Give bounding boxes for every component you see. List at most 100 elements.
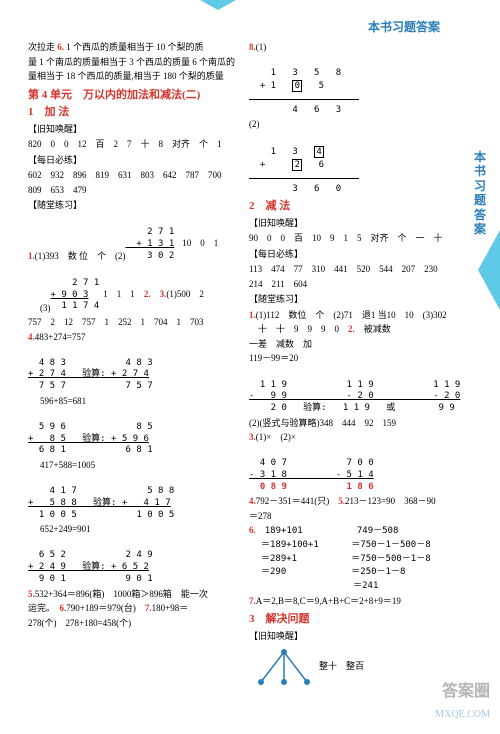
calc-row: + 5 8 8 验算: + 4 1 7 [28, 498, 171, 508]
section-label: 【旧知唤醒】 [249, 217, 303, 231]
left-column: 次拉走 6. 1 个西瓜的质量相当于 10 个梨的质 量 1 个南瓜的质量相当于… [28, 40, 241, 724]
section-label: 【随堂练习】 [249, 293, 303, 307]
top-triangle-decor [200, 0, 236, 10]
section-label: 【每日必练】 [28, 154, 82, 168]
calc-row: 4 0 7 7 0 0 [249, 458, 374, 468]
answer-num: 8. [249, 42, 256, 52]
text: 602 932 896 819 631 803 642 787 700 [28, 169, 241, 183]
text: (1) [256, 42, 267, 52]
calc-row: 1 3 5 8 [249, 68, 341, 78]
right-column: 8.(1) 1 3 5 8 + 1 0 5 4 6 3 (2) 1 3 4 + … [249, 40, 462, 724]
content-area: 次拉走 6. 1 个西瓜的质量相当于 10 个梨的质 量 1 个南瓜的质量相当于… [28, 40, 462, 724]
unit-title: 第 4 单元 万以内的加法和减法(二) [28, 87, 241, 104]
calc-row: 1 1 7 4 [51, 301, 100, 311]
text: (2) [249, 118, 462, 132]
calc-row: 1 0 0 5 1 0 0 5 [28, 510, 174, 520]
text: ＝241 [249, 581, 462, 593]
text: ＝289+1 ＝750－500－1－8 [249, 554, 462, 566]
watermark-sub: MXQE.COM [435, 707, 490, 722]
calc-row: + 2 7 4 验算: + 2 7 4 [28, 369, 149, 379]
text: (1)112 数位 个 (2)71 退1 当10 10 (3)302 [256, 310, 447, 320]
calc-row: 3 0 2 [126, 251, 175, 261]
text: 213－123=90 368－90 [345, 496, 436, 506]
calc-row: 7 5 7 7 5 7 [28, 381, 153, 391]
vertical-calc: 1 1 9 1 1 9 1 1 9 - 9 9 - 2 0 - 2 0 2 0 … [249, 368, 462, 415]
calc-row: 0 8 9 1 8 6 [249, 482, 374, 492]
text: 483+274=757 [35, 332, 86, 342]
text: 十 十 9 9 9 0 [249, 324, 339, 334]
text: 189+101 749－508 [256, 526, 399, 536]
text: (1)× (2)× [256, 432, 296, 442]
text: 790+189＝979(台) [66, 603, 136, 613]
text: 次拉走 [28, 42, 55, 52]
text: 量相当于 18 个西瓜的质量,相当于 180 个梨的质量 [28, 70, 241, 84]
answer-num: 3. [249, 432, 256, 442]
vertical-calc: 6 5 2 2 4 9 + 2 4 9 验算: + 6 5 2 9 0 1 9 … [28, 539, 241, 586]
answer-num: 1. [28, 251, 35, 261]
calc-row: 1 1 9 1 1 9 1 1 9 [249, 380, 460, 390]
topic-title: 2 减 法 [249, 198, 462, 215]
calc-row: + 2 4 9 验算: + 6 5 2 [28, 562, 149, 572]
answer-num: 5. [338, 496, 345, 506]
calc-row: 6 8 1 6 8 1 [28, 445, 153, 455]
text: 214 211 604 [249, 278, 462, 292]
text: 113 474 77 310 441 520 544 207 230 [249, 263, 462, 277]
vertical-calc: 2 7 1 + 9 0 3 1 1 7 4 [51, 266, 100, 313]
calc-row: + 1 0 5 [249, 81, 324, 91]
calc-row: 5 9 6 8 5 [28, 422, 153, 432]
side-tab-label: 本书习题答案 [472, 150, 488, 236]
text: 820 0 0 12 百 2 7 十 8 对齐 个 1 [28, 138, 241, 152]
calc-row: 2 0 验算: 1 1 9 或 9 9 [249, 403, 455, 413]
text: 809 653 479 [28, 184, 241, 198]
vertical-calc: 5 9 6 8 5 + 8 5 验算: + 5 9 6 6 8 1 6 8 1 [28, 410, 241, 457]
text: 757 2 12 757 1 252 1 704 1 703 [28, 316, 241, 330]
text: 90 0 0 百 10 9 1 5 对齐 个 一 十 [249, 232, 462, 246]
text: (1)393 数 位 个 (2) [35, 251, 126, 261]
vertical-calc-boxes: 1 3 5 8 + 1 0 5 4 6 3 [249, 57, 462, 117]
answer-num: 7. [145, 603, 152, 613]
calc-row: - 3 1 8 - 5 1 4 [249, 470, 374, 480]
text: 10 0 1 [182, 237, 218, 265]
calc-row: 2 7 1 [126, 227, 175, 237]
calc-row: 3 6 0 [249, 184, 341, 194]
text: 119－99＝20 [249, 352, 462, 366]
vertical-calc: 4 0 7 7 0 0 - 3 1 8 - 5 1 4 0 8 9 1 8 6 [249, 447, 462, 494]
answer-num: 2. [348, 324, 355, 334]
text: 整十 整百 [319, 660, 364, 674]
section-label: 【随堂练习】 [28, 199, 82, 213]
text: 1 1 1 [103, 289, 135, 299]
text: 417+588=1005 [28, 459, 241, 473]
page-header: 本书习题答案 [368, 18, 440, 36]
text: 792－351＝441(只) [256, 496, 330, 506]
text: (2)(竖式与验算略)348 444 92 159 [249, 417, 462, 431]
answer-num: 7. [249, 596, 256, 606]
calc-row: 1 3 4 [249, 147, 324, 157]
vertical-calc-boxes: 1 3 4 + 2 6 3 6 0 [249, 134, 462, 195]
calc-row: 9 0 1 9 0 1 [28, 574, 153, 584]
text: ＝290 ＝250－1－8 [249, 567, 462, 579]
calc-row: 4 1 7 5 8 8 [28, 486, 174, 496]
text: 180+98＝ [152, 603, 189, 613]
text: 1 个西瓜的质量相当于 10 个梨的质 [66, 42, 203, 52]
answer-num: 5. [28, 589, 35, 599]
calc-row: 4 8 3 4 8 3 [28, 358, 153, 368]
watermark-main: 答案圈 [442, 680, 490, 704]
vertical-calc: 2 7 1 + 1 3 1 3 0 2 [126, 216, 175, 263]
calc-row: + 2 6 [249, 160, 324, 170]
section-label: 【每日必练】 [249, 248, 303, 262]
right-triangle-decor [478, 230, 500, 310]
answer-num: 6. [249, 525, 256, 535]
topic-title: 3 解决问题 [249, 611, 462, 628]
text: 一差 减数 加 [249, 338, 462, 352]
topic-title: 1 加 法 [28, 104, 241, 121]
calc-row: 4 6 3 [249, 105, 341, 115]
text: (1)500 2 [166, 289, 204, 299]
vertical-calc: 4 8 3 4 8 3 + 2 7 4 验算: + 2 7 4 7 5 7 7 … [28, 346, 241, 393]
answer-num: 2. [144, 289, 151, 299]
calc-row: + 9 0 3 [51, 290, 89, 300]
calc-row: - 9 9 - 2 0 - 2 0 [249, 391, 460, 401]
section-label: 【旧知唤醒】 [249, 630, 303, 644]
answer-num: 6. [57, 42, 64, 52]
text: 运完。 [28, 603, 51, 613]
text: 596+85=681 [28, 395, 241, 409]
